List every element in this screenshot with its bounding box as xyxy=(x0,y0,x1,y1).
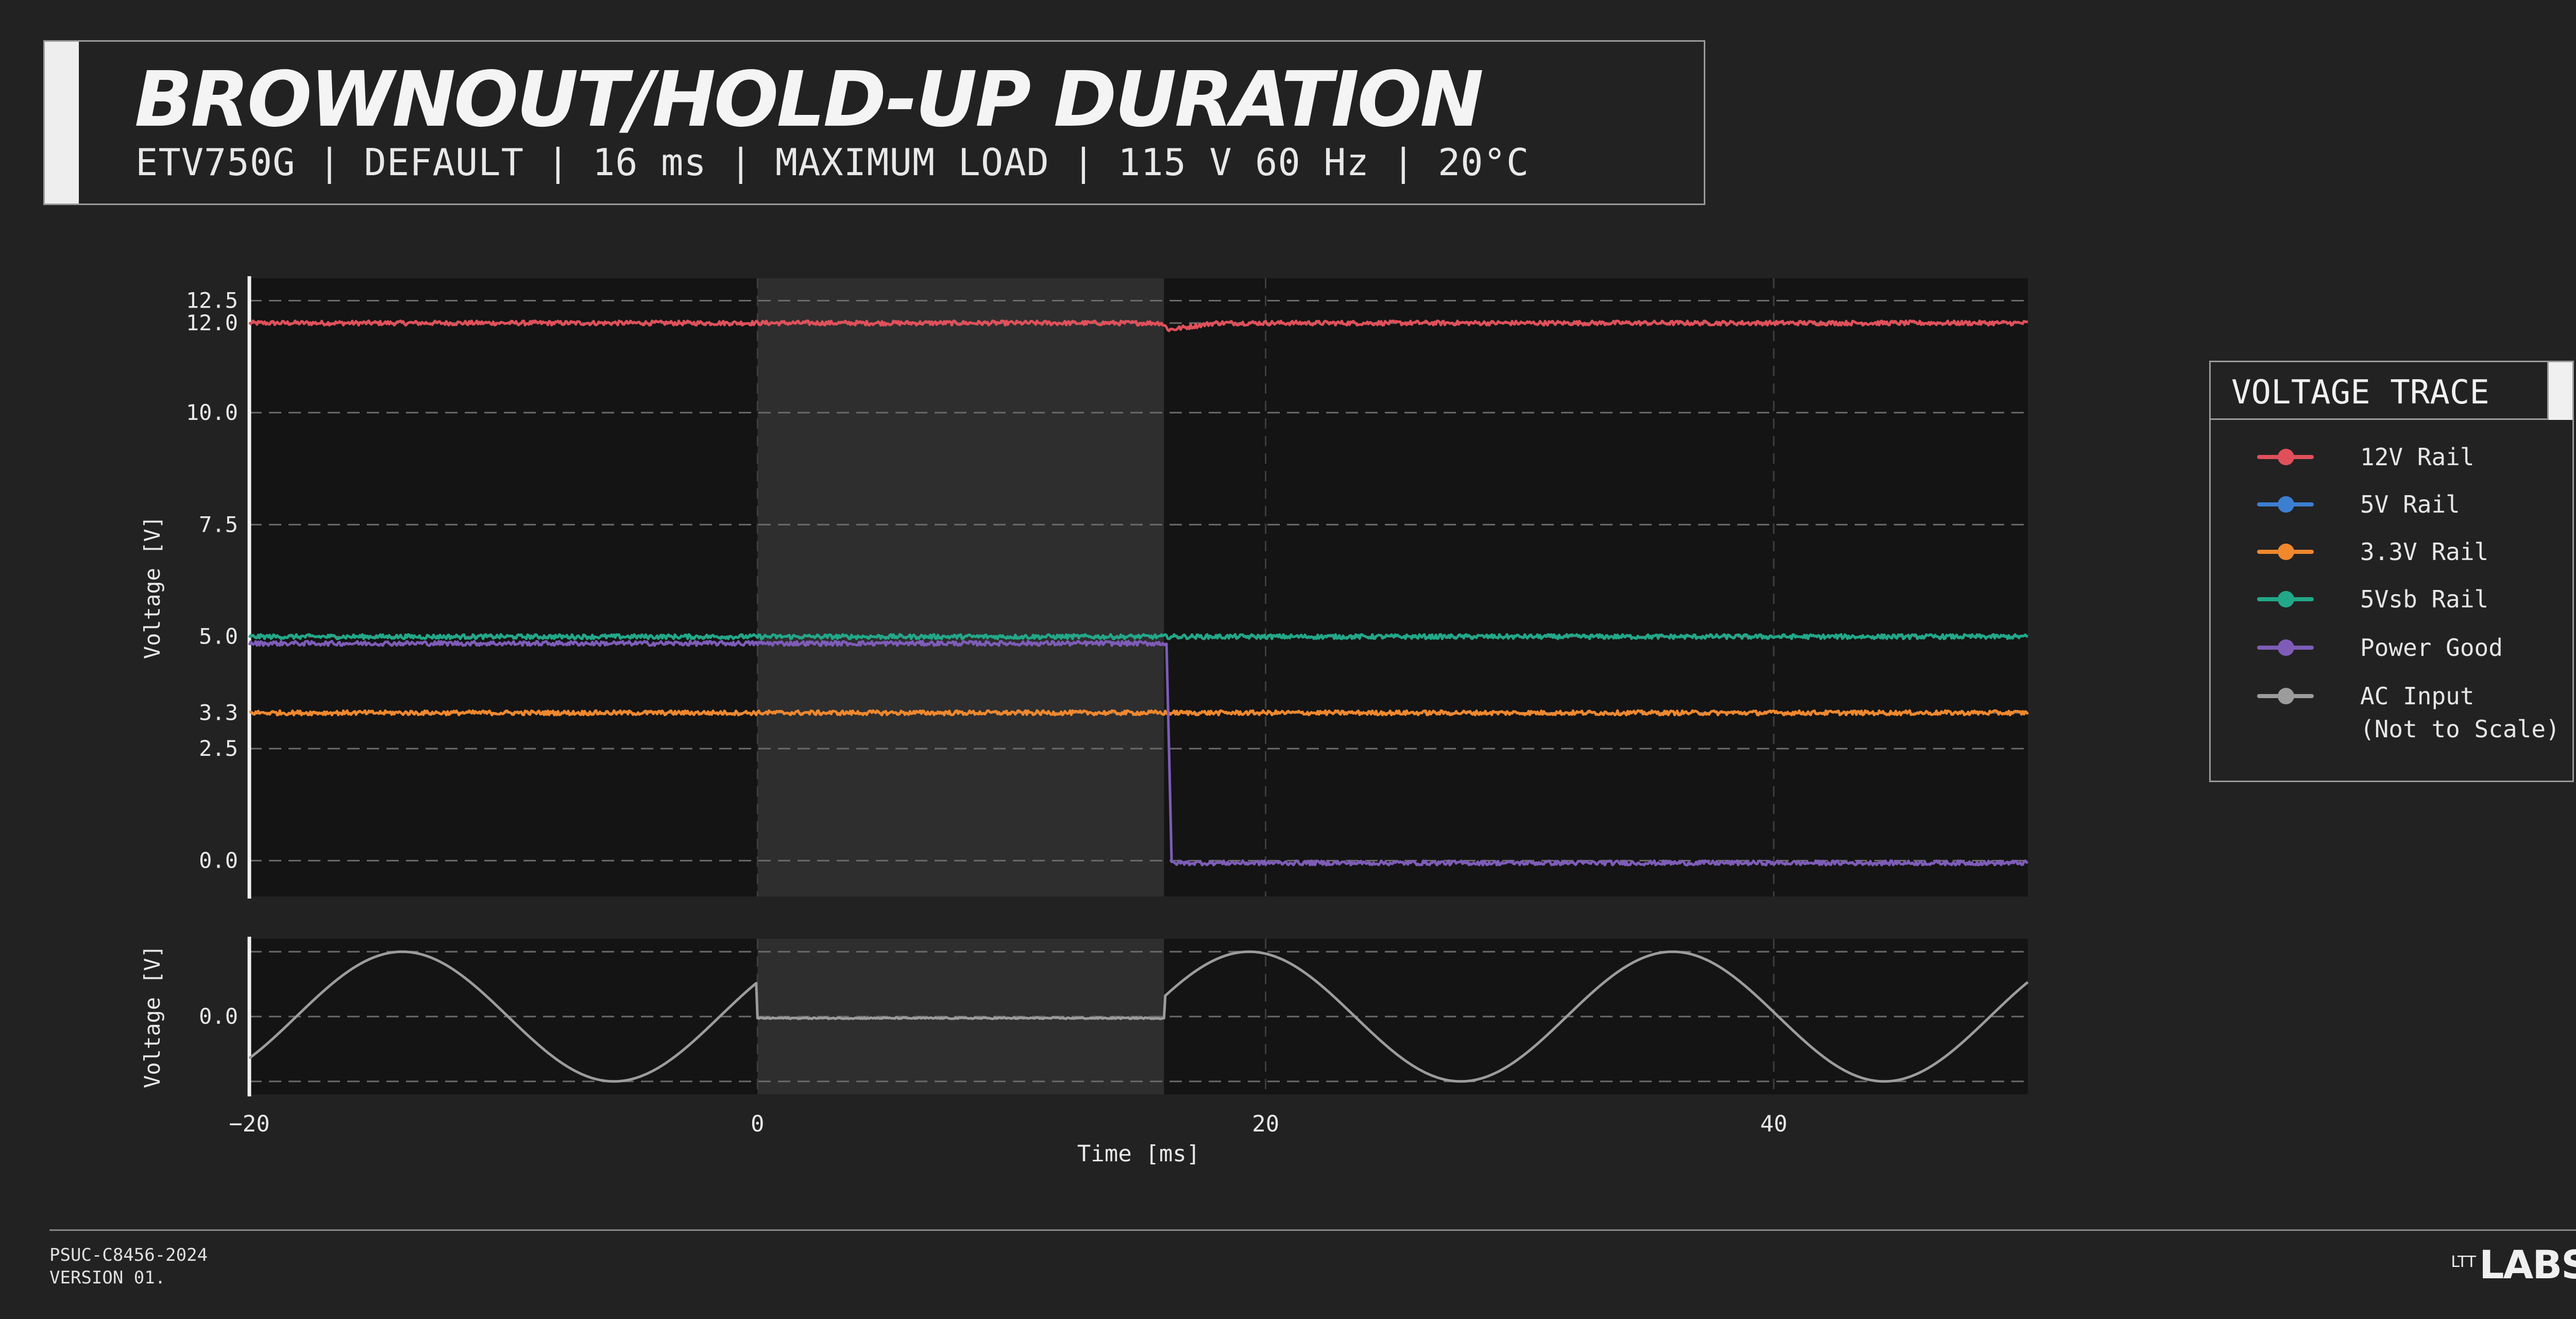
x-tick-label: 20 xyxy=(1252,1111,1279,1137)
y-tick-label: 0.0 xyxy=(199,1004,238,1029)
legend-label: 5Vsb Rail xyxy=(2360,585,2489,613)
logo-small-text: LTT xyxy=(2451,1253,2477,1271)
title-box: BROWNOUT/HOLD-UP DURATION ETV750G | DEFA… xyxy=(43,40,1705,205)
legend-label: AC Input (Not to Scale) xyxy=(2360,682,2560,743)
y-tick-label: 12.5 xyxy=(186,288,238,313)
y-tick-label: 2.5 xyxy=(199,736,238,761)
x-tick-label: 0 xyxy=(751,1111,765,1137)
footer-code: PSUC-C8456-2024 xyxy=(49,1245,208,1265)
legend-accent xyxy=(2549,362,2572,420)
legend-title: VOLTAGE TRACE xyxy=(2231,374,2489,412)
legend-header: VOLTAGE TRACE xyxy=(2211,362,2549,420)
y-tick-label: 3.3 xyxy=(199,700,238,725)
y-tick-label: 10.0 xyxy=(186,400,238,425)
y-tick-label: 7.5 xyxy=(199,512,238,537)
legend-label: 3.3V Rail xyxy=(2360,538,2489,566)
footer-version: VERSION 01. xyxy=(49,1267,166,1288)
y-tick-label: 12.0 xyxy=(186,310,238,335)
legend-label: 12V Rail xyxy=(2360,443,2475,471)
y-axis-label: Voltage [V] xyxy=(140,945,165,1088)
x-axis-label: Time [ms] xyxy=(1077,1141,1200,1167)
y-tick-label: 5.0 xyxy=(199,624,238,649)
shaded-region xyxy=(757,278,1164,897)
page-subtitle: ETV750G | DEFAULT | 16 ms | MAXIMUM LOAD… xyxy=(135,141,1530,184)
legend-marker-icon xyxy=(2278,496,2294,513)
series-line-12v-rail xyxy=(248,319,2028,332)
logo-big-text: LABS xyxy=(2479,1242,2576,1288)
x-tick-label: −20 xyxy=(229,1111,269,1137)
y-axis-label: Voltage [V] xyxy=(140,516,165,659)
series-line-ac-input-not-to-scale xyxy=(248,950,2029,1083)
x-tick-label: 40 xyxy=(1760,1111,1787,1137)
legend-label: Power Good xyxy=(2360,634,2503,662)
series-line-5vsb-rail xyxy=(248,633,2028,640)
legend-marker-icon xyxy=(2278,591,2294,607)
legend-marker-icon xyxy=(2278,449,2294,465)
y-tick-label: 0.0 xyxy=(199,848,238,873)
legend: VOLTAGE TRACE 12V Rail 5V Rail 3.3V Rail 5V… xyxy=(2209,361,2574,782)
page-title: BROWNOUT/HOLD-UP DURATION xyxy=(134,55,1484,144)
legend-marker-icon xyxy=(2278,544,2294,560)
series-line-power-good xyxy=(248,639,2028,867)
series-line-3-3v-rail xyxy=(249,709,2029,717)
ltt-labs-logo: LTTLABS xyxy=(2451,1242,2576,1288)
footer-divider xyxy=(49,1229,2576,1231)
legend-marker-icon xyxy=(2278,688,2294,704)
legend-marker-icon xyxy=(2278,639,2294,656)
legend-label: 5V Rail xyxy=(2360,491,2460,518)
title-accent-bar xyxy=(45,42,79,204)
